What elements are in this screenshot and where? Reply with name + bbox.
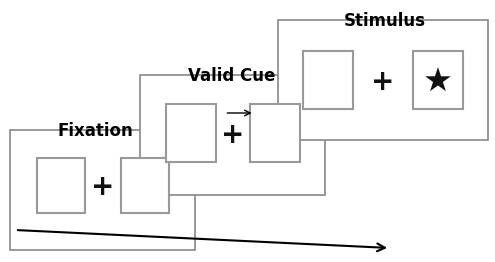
Text: Valid Cue: Valid Cue — [188, 67, 276, 85]
Text: Fixation: Fixation — [57, 122, 133, 140]
Bar — [37, 157, 85, 212]
Text: +: + — [91, 173, 114, 201]
Text: +: + — [371, 68, 395, 96]
Bar — [249, 104, 299, 162]
Bar — [413, 51, 463, 109]
Bar — [140, 75, 325, 195]
Bar — [120, 157, 168, 212]
Text: ★: ★ — [423, 66, 453, 99]
Text: Stimulus: Stimulus — [344, 12, 426, 30]
Text: +: + — [221, 121, 244, 149]
Bar — [303, 51, 353, 109]
Bar — [278, 20, 488, 140]
Bar — [165, 104, 215, 162]
Bar — [10, 130, 195, 250]
